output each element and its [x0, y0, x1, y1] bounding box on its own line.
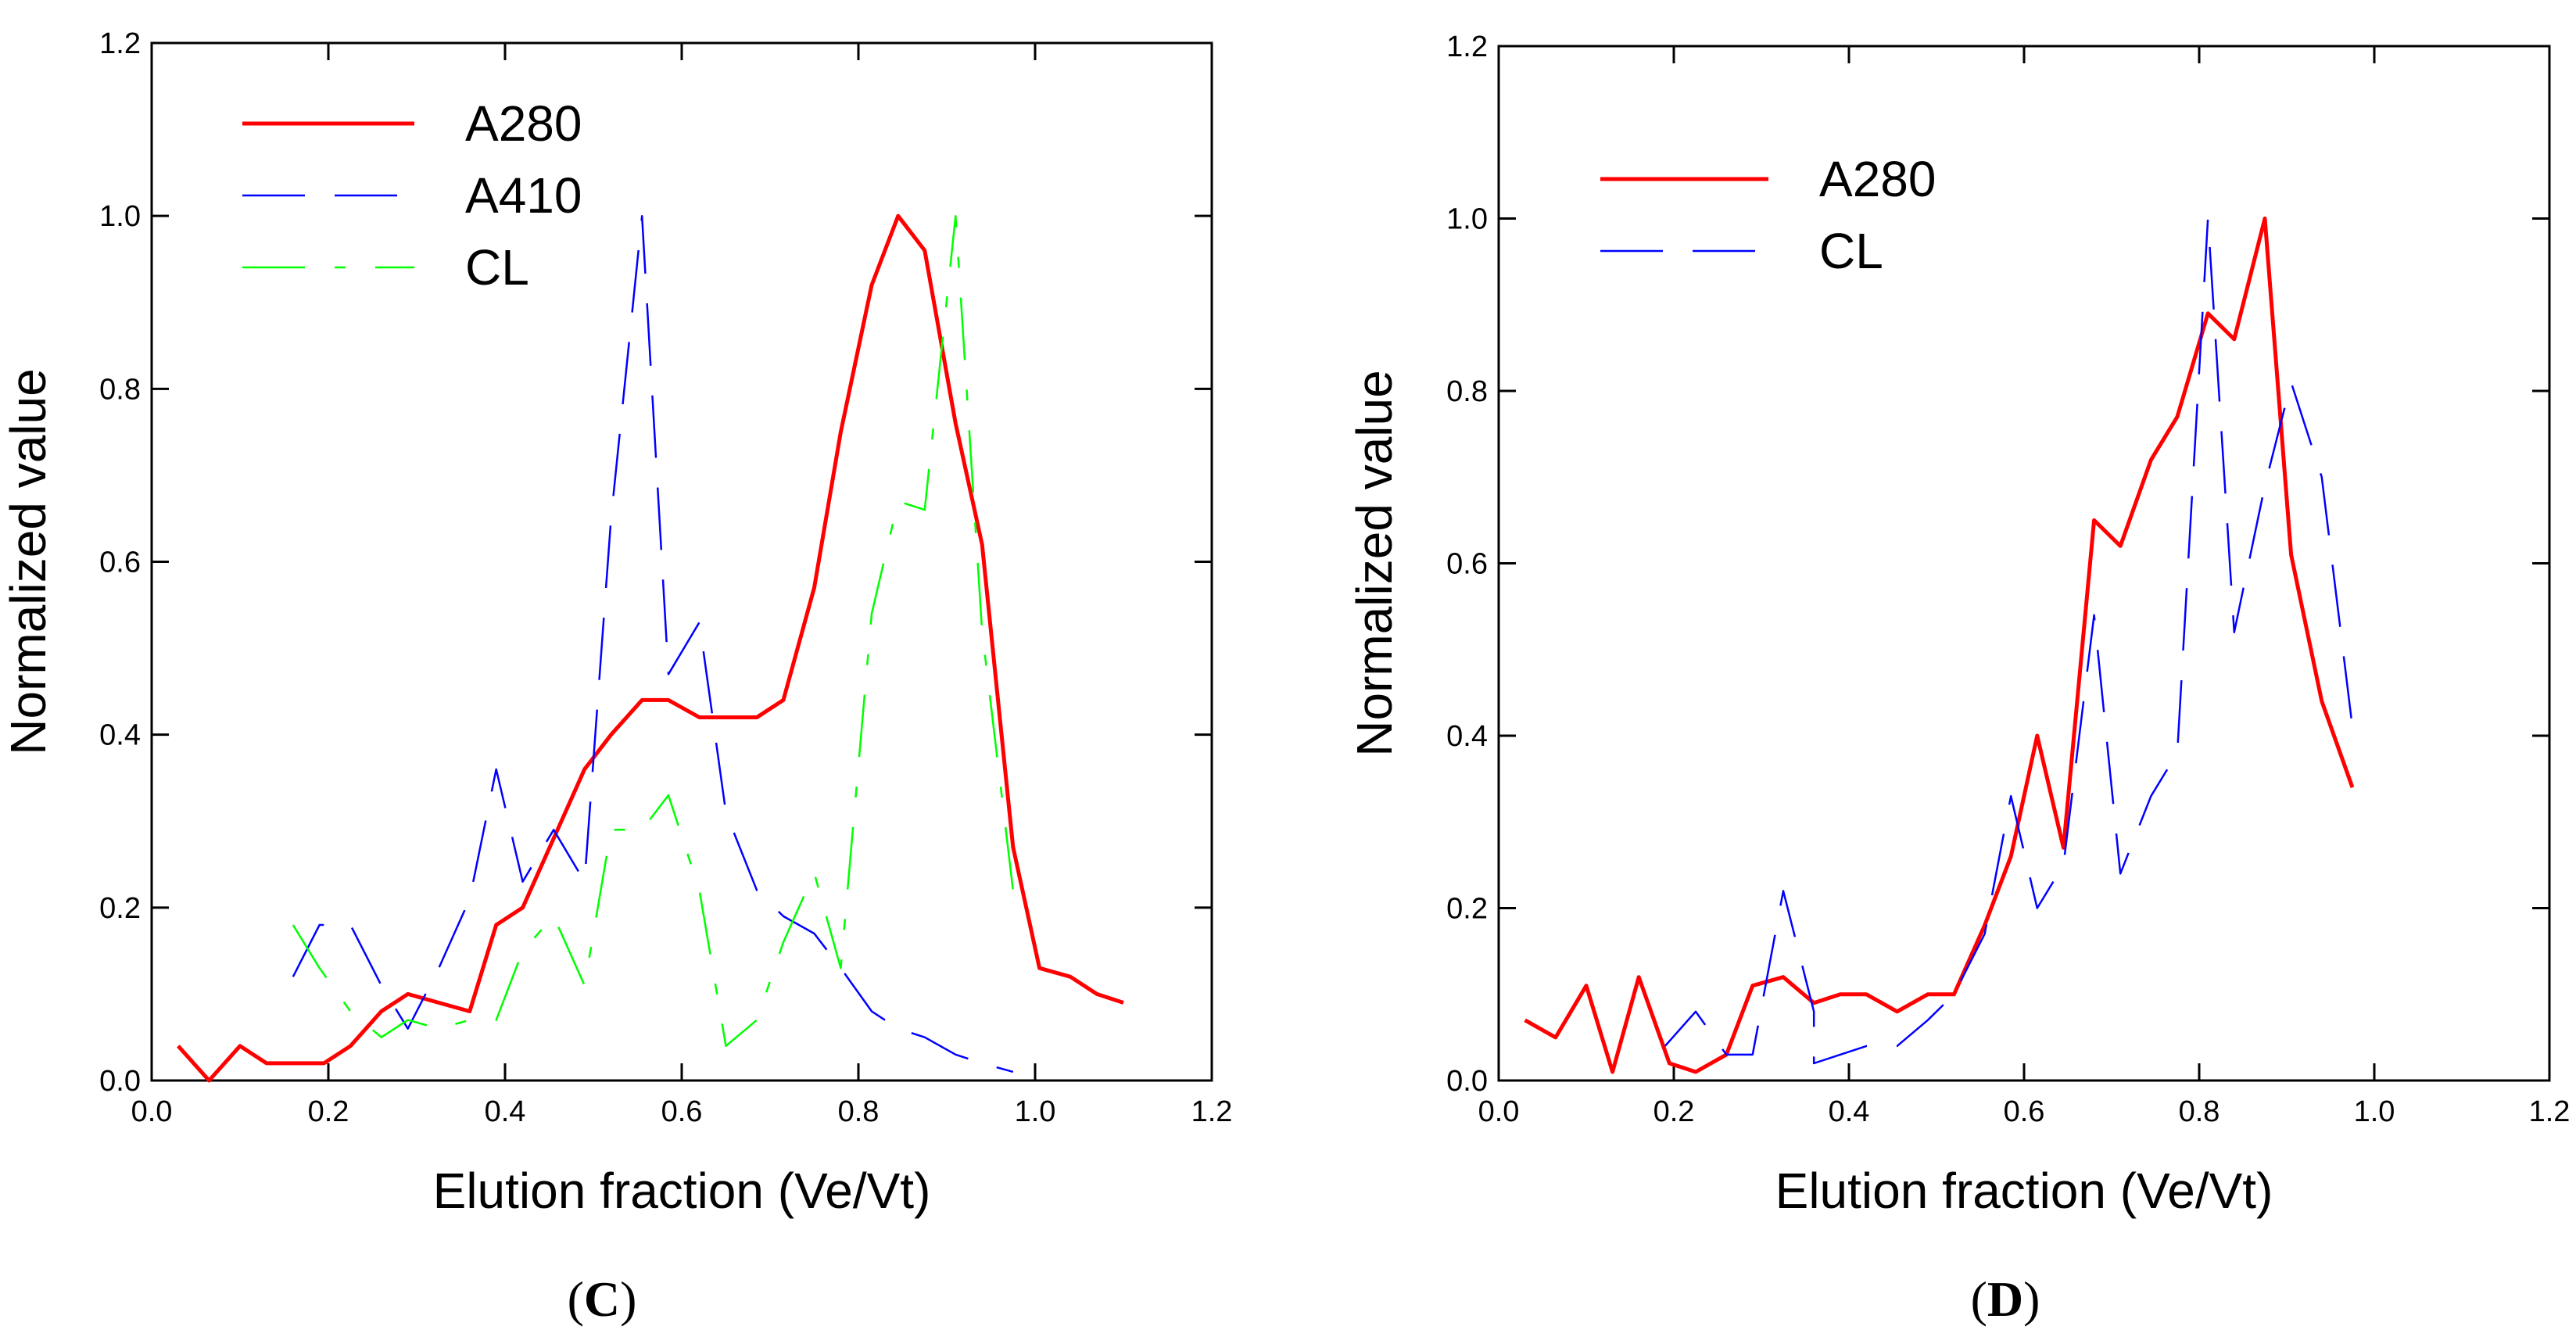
legend-label-a280: A280 [1819, 151, 1936, 207]
x-tick-label: 0.0 [131, 1095, 173, 1128]
legend-label-a280: A280 [465, 95, 582, 152]
plot-frame [150, 41, 1213, 1082]
x-axis-title: Elution fraction (Ve/Vt) [433, 1163, 931, 1219]
panel-caption-c: (C) [568, 1271, 637, 1327]
plot-frame [1497, 45, 2551, 1082]
x-tick-label: 1.2 [1191, 1095, 1233, 1128]
y-tick-label: 0.4 [99, 719, 141, 752]
caption-letter: D [1987, 1271, 2023, 1327]
series-line-a280 [1524, 217, 2355, 1074]
caption-letter: C [584, 1271, 620, 1327]
y-tick-label: 0.0 [1446, 1065, 1488, 1098]
series-line-a280 [177, 213, 1124, 1083]
caption-open-paren: ( [1971, 1271, 1987, 1327]
y-tick-label: 0.2 [1446, 893, 1488, 926]
y-tick-label: 1.0 [1446, 203, 1488, 236]
panel-c-chart: 0.0 0.2 0.4 0.6 0.8 1.0 1.2 0.0 0.2 0.4 0.6 0.8 1.0 1… [0, 27, 1232, 1327]
y-tick-label: 0.6 [99, 547, 141, 579]
y-tick-label: 0.8 [1446, 375, 1488, 408]
x-tick-label: 0.8 [838, 1095, 880, 1128]
series-line-cl [292, 214, 1015, 1048]
x-tick-label: 0.2 [1653, 1095, 1695, 1128]
legend-label-cl: CL [1819, 223, 1883, 279]
y-tick-label: 1.2 [1446, 30, 1488, 63]
y-axis-title: Normalized value [0, 368, 56, 754]
y-axis-title: Normalized value [1346, 370, 1403, 756]
y-tick-label: 0.4 [1446, 720, 1488, 753]
y-tick-label: 0.0 [99, 1065, 141, 1098]
panel-d-chart: 0.0 0.2 0.4 0.6 0.8 1.0 1.2 0.0 0.2 0.4 0.6 0.8 1.0 1… [1346, 30, 2570, 1327]
caption-close-paren: ) [620, 1271, 636, 1327]
caption-close-paren: ) [2023, 1271, 2040, 1327]
x-axis-title: Elution fraction (Ve/Vt) [1775, 1163, 2273, 1219]
x-tick-label: 0.6 [661, 1095, 703, 1128]
series-line-a410 [292, 214, 1014, 1073]
x-tick-label: 0.2 [308, 1095, 349, 1128]
x-tick-label: 0.4 [1829, 1095, 1870, 1128]
y-tick-label: 0.6 [1446, 548, 1488, 581]
x-tick-label: 0.0 [1478, 1095, 1520, 1128]
legend-label-a410: A410 [465, 167, 582, 224]
x-tick-label: 1.2 [2529, 1095, 2571, 1128]
x-tick-label: 0.8 [2179, 1095, 2220, 1128]
y-tick-label: 1.2 [99, 27, 141, 60]
x-tick-label: 0.4 [485, 1095, 526, 1128]
legend-label-cl: CL [465, 239, 529, 296]
y-tick-label: 0.8 [99, 373, 141, 406]
x-tick-label: 1.0 [1015, 1095, 1056, 1128]
y-tick-label: 1.0 [99, 200, 141, 233]
x-tick-label: 1.0 [2354, 1095, 2395, 1128]
x-tick-label: 0.6 [2004, 1095, 2045, 1128]
series-line-cl [1664, 217, 2354, 1065]
y-tick-label: 0.2 [99, 892, 141, 925]
panel-caption-d: (D) [1971, 1271, 2040, 1327]
caption-open-paren: ( [568, 1271, 584, 1327]
